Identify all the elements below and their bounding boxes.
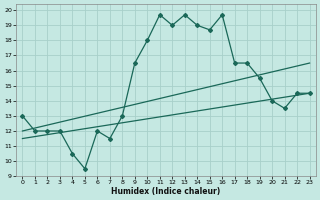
X-axis label: Humidex (Indice chaleur): Humidex (Indice chaleur) (111, 187, 221, 196)
